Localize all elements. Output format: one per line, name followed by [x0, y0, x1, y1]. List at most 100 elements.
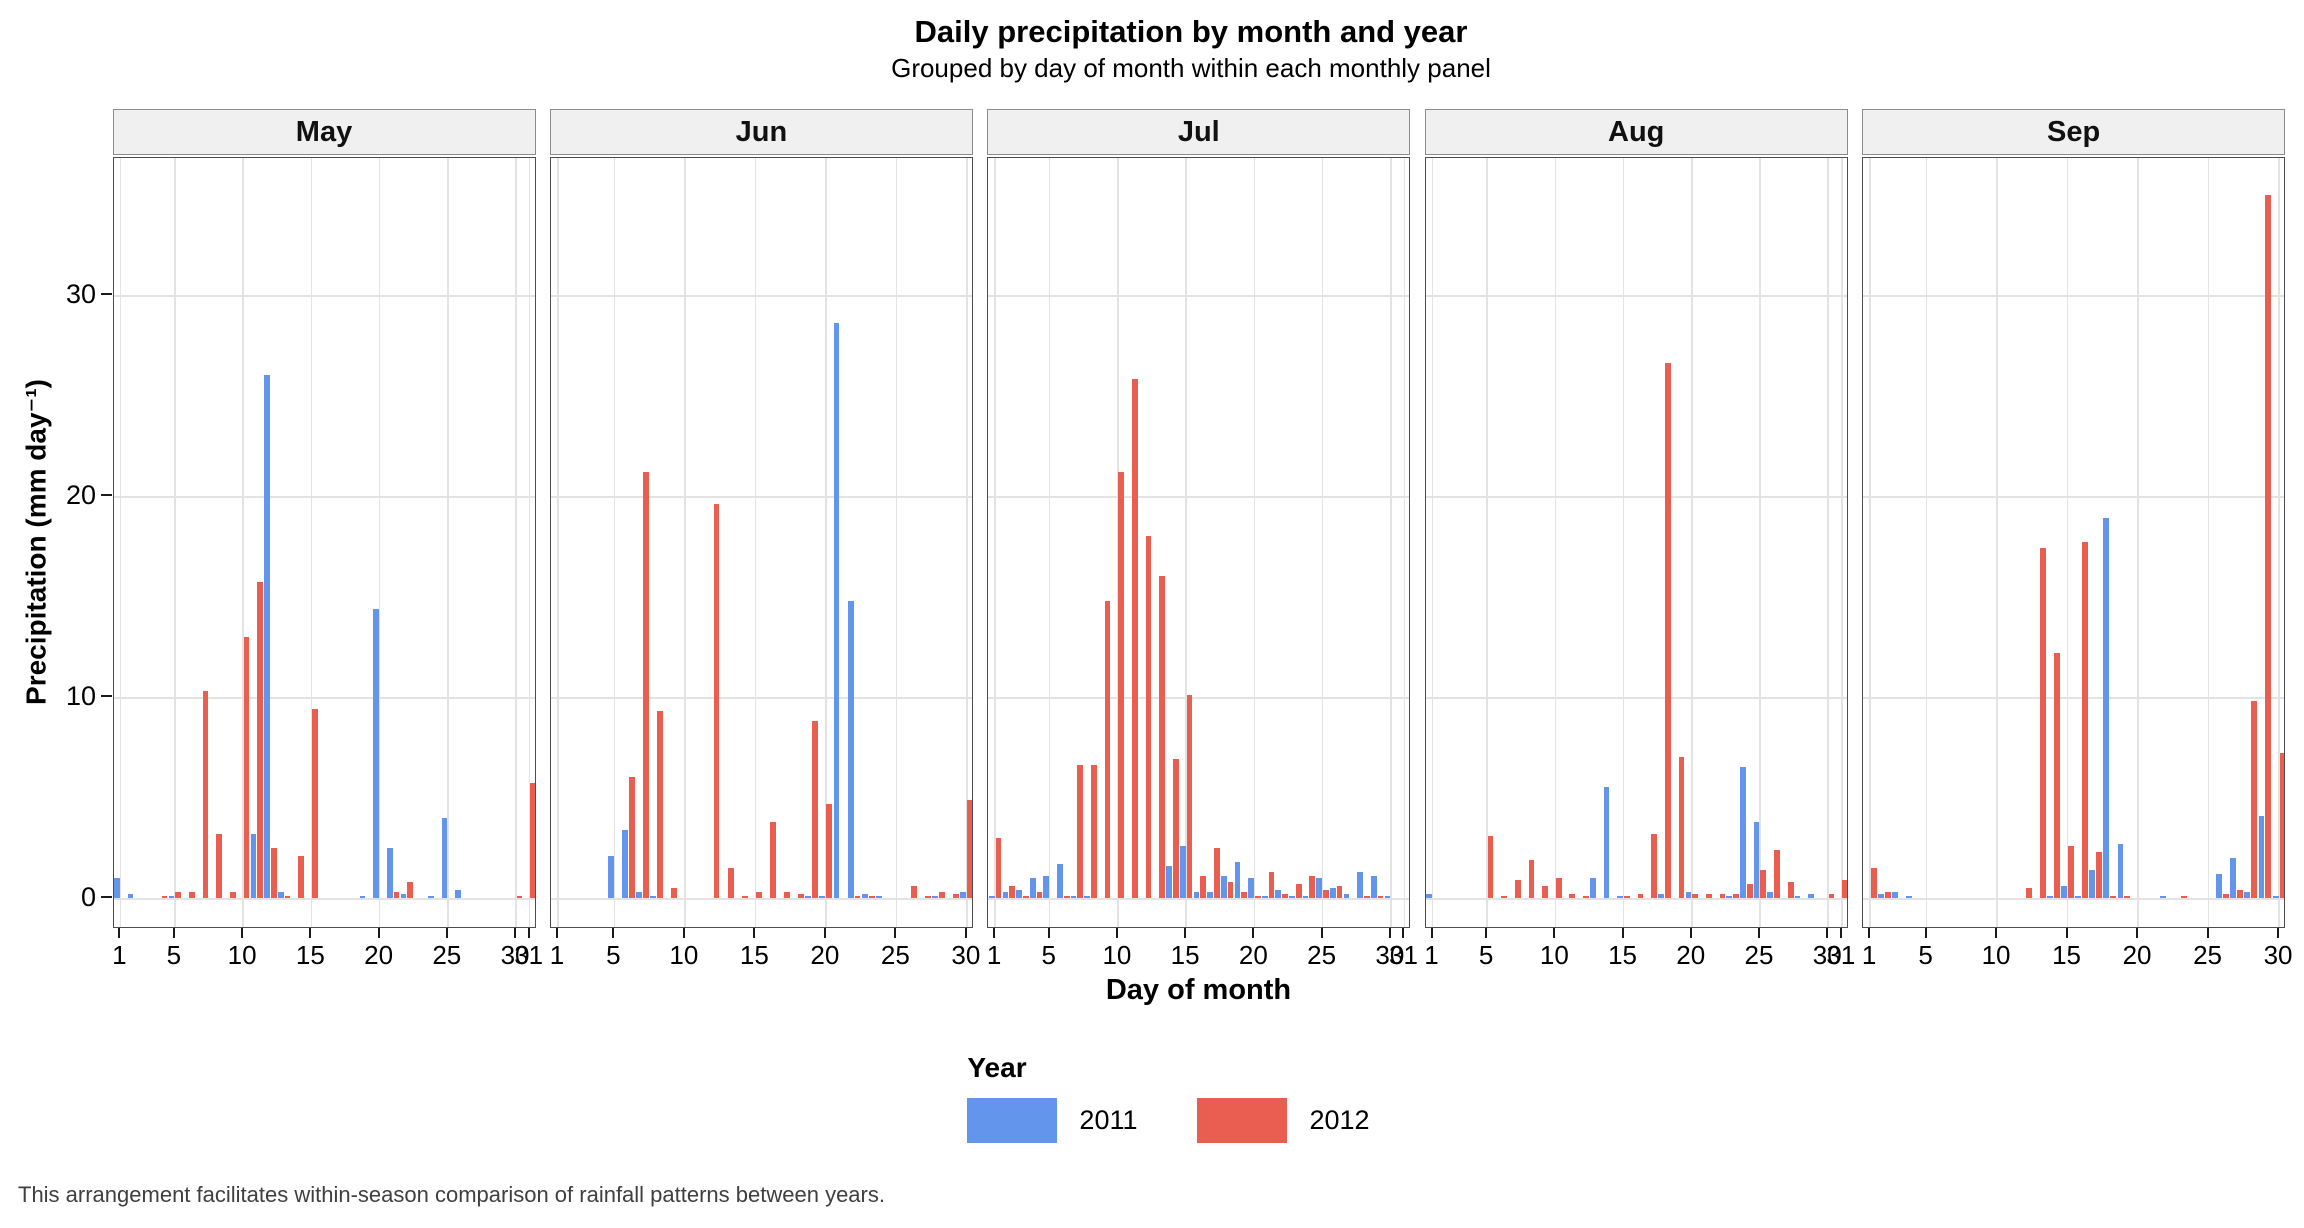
- bar-2012: [1295, 883, 1302, 898]
- x-axis-tick-label: 10: [227, 940, 257, 970]
- plot-subtitle: Grouped by day of month within each mont…: [891, 53, 1491, 83]
- x-axis-tick: [1252, 928, 1255, 938]
- bar-2012: [1719, 893, 1726, 898]
- grid-line-x: [2137, 158, 2139, 927]
- bar-2012: [298, 855, 304, 898]
- grid-line-x: [1925, 158, 1928, 927]
- grid-line-x: [1622, 158, 1625, 927]
- grid-line-x: [119, 158, 122, 927]
- grid-line-x: [754, 158, 757, 927]
- bar-2012: [1213, 847, 1220, 898]
- x-axis-tick: [241, 928, 244, 938]
- bar-2011: [875, 895, 882, 898]
- y-axis-tick: [101, 293, 112, 295]
- bar-2012: [1145, 536, 1152, 898]
- bar-2012: [1159, 576, 1166, 898]
- x-axis-tick-label: 5: [1918, 940, 1933, 970]
- legend-block: Year 2011 2012: [967, 1052, 1429, 1143]
- bar-2012: [1637, 893, 1644, 898]
- bar-2011: [1685, 891, 1692, 898]
- bar-2012: [1268, 871, 1275, 898]
- bar-2012: [826, 803, 833, 898]
- y-axis-title: Precipitation (mm day⁻¹): [20, 379, 52, 705]
- x-axis-tick-label: 5: [1041, 940, 1056, 970]
- bar-2011: [1590, 877, 1596, 898]
- grid-line-x: [1390, 158, 1392, 927]
- bar-2011: [1726, 895, 1733, 898]
- x-axis-tick-label: 30: [2263, 940, 2293, 970]
- bar-2012: [1501, 895, 1507, 898]
- x-axis-tick: [555, 928, 558, 938]
- y-axis-tick: [101, 494, 112, 496]
- bar-2011: [1357, 871, 1364, 898]
- bar-2012: [1692, 893, 1698, 898]
- bar-2011: [847, 600, 854, 898]
- bar-2012: [1200, 875, 1207, 898]
- x-axis-tick-label: 31: [1826, 940, 1856, 970]
- bar-2011: [819, 895, 826, 898]
- grid-line-x: [1759, 158, 1761, 927]
- x-axis-tick-label: 30: [951, 940, 981, 970]
- grid-line-x: [1185, 158, 1187, 927]
- bar-2011: [127, 893, 134, 898]
- grid-line-y: [1863, 697, 2285, 699]
- x-axis-tick-label: 30: [500, 940, 530, 970]
- bar-2011: [1617, 895, 1624, 898]
- bar-2012: [1309, 875, 1316, 898]
- bar-2012: [657, 711, 664, 898]
- bar-2012: [1842, 879, 1847, 898]
- bar-2012: [967, 799, 972, 898]
- bar-2011: [2244, 891, 2251, 898]
- bar-2011: [1384, 895, 1391, 898]
- bar-2012: [1733, 893, 1739, 898]
- y-axis-tick: [101, 896, 112, 898]
- bar-2012: [1870, 867, 1877, 898]
- panel-jun: [549, 157, 973, 928]
- bar-2011: [2061, 885, 2068, 898]
- bar-2012: [257, 582, 263, 898]
- x-axis-tick: [514, 928, 517, 938]
- bar-2012: [516, 895, 523, 898]
- bar-2012: [1555, 877, 1562, 898]
- bar-2011: [1261, 895, 1268, 898]
- bar-2012: [1282, 893, 1288, 898]
- grid-line-y: [113, 496, 535, 498]
- figure-caption: This arrangement facilitates within-seas…: [18, 1182, 885, 1207]
- grid-line-x: [1827, 158, 1829, 927]
- y-axis-tick-label: 0: [80, 882, 96, 912]
- bar-2011: [2103, 518, 2110, 898]
- grid-line-x: [994, 158, 996, 927]
- bar-2012: [769, 821, 776, 898]
- bar-2012: [530, 783, 535, 898]
- facet-strip-may: May: [112, 109, 536, 155]
- legend-label-2011: 2011: [1079, 1105, 1138, 1135]
- x-axis-tick-label: 25: [1744, 940, 1774, 970]
- x-axis-tick: [682, 928, 685, 938]
- bar-2011: [1179, 845, 1186, 898]
- bar-2012: [1583, 895, 1589, 898]
- x-axis-tick: [2136, 928, 2139, 938]
- x-axis-tick: [2277, 928, 2280, 938]
- bar-2011: [636, 891, 643, 898]
- bar-2012: [2124, 895, 2131, 898]
- grid-line-y: [550, 295, 972, 297]
- bar-2012: [2025, 887, 2032, 898]
- grid-line-x: [174, 158, 176, 927]
- bar-2012: [393, 891, 400, 898]
- panel-may: [112, 157, 536, 928]
- grid-line-x: [1486, 158, 1488, 927]
- grid-line-x: [2278, 158, 2280, 927]
- grid-line-y: [1863, 898, 2285, 900]
- bar-2011: [1029, 877, 1036, 898]
- bar-2012: [1678, 757, 1685, 898]
- bar-2012: [812, 721, 819, 898]
- bar-2012: [643, 471, 649, 898]
- bar-2012: [868, 895, 875, 898]
- bar-2011: [2272, 895, 2279, 898]
- grid-line-y: [988, 295, 1410, 297]
- bar-2011: [1603, 787, 1610, 898]
- bar-2011: [1002, 891, 1009, 898]
- bar-2011: [1370, 875, 1377, 898]
- grid-line-x: [966, 158, 968, 927]
- facet-strip-aug: Aug: [1424, 109, 1848, 155]
